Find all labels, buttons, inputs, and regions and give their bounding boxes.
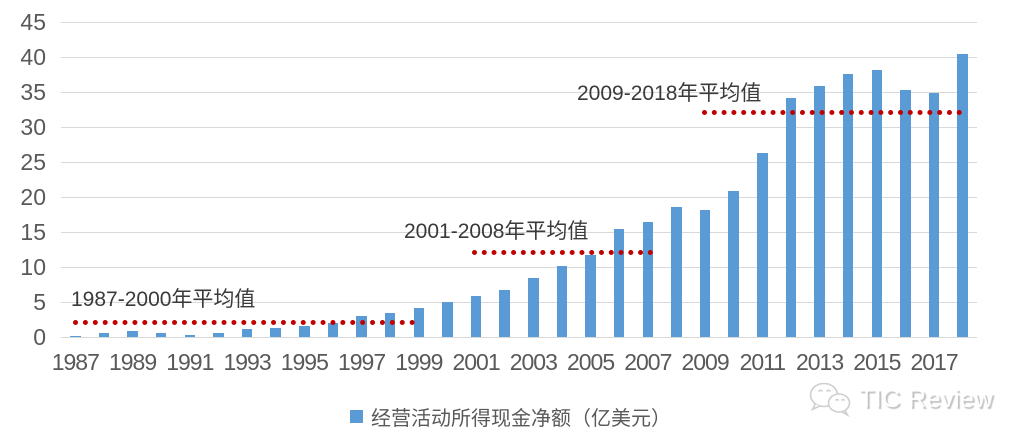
x-axis-tick-label: 2017 [910,349,958,375]
y-gridline [61,127,977,128]
average-line-label: 1987-2000年平均值 [71,288,256,311]
average-dotted-line [72,320,416,325]
bar [728,191,739,337]
wechat-logo-icon [809,382,851,418]
y-gridline [61,92,977,93]
bar [757,152,768,337]
y-axis-tick-label: 0 [33,324,46,350]
legend: 经营活动所得现金净额（亿美元） [0,402,1021,431]
x-axis-tick-label: 2001 [452,349,500,375]
bar [299,325,310,337]
y-axis-tick-label: 15 [20,219,46,245]
y-gridline [61,57,977,58]
x-axis-tick-label: 1991 [166,349,214,375]
y-gridline [61,22,977,23]
bar [928,92,940,337]
y-gridline [61,232,977,233]
bar [671,206,682,337]
x-axis-tick-label: 2009 [681,349,729,375]
x-axis-tick-label: 1989 [108,349,157,375]
bar [842,73,854,337]
bar [384,313,396,337]
bar [470,295,482,337]
bar [327,323,339,337]
y-gridline [61,267,977,268]
y-axis-tick-label: 35 [20,79,46,105]
y-axis-tick-label: 20 [20,184,46,210]
x-axis-tick-label: 2005 [566,349,615,375]
bar [785,97,797,337]
y-axis-tick-label: 25 [20,149,46,175]
y-gridline [61,162,977,163]
bar [413,308,425,337]
average-line-label: 2009-2018年平均值 [577,82,762,105]
bar [642,222,654,337]
legend-label: 经营活动所得现金净额（亿美元） [371,408,671,430]
bar [585,255,596,337]
bar [442,302,453,337]
x-axis-tick-label: 1999 [395,349,443,375]
y-gridline [61,197,977,198]
x-axis-tick-label: 1987 [51,349,100,375]
watermark: TIC Review [807,380,993,418]
bar [699,210,711,337]
average-line-label: 2001-2008年平均值 [404,220,589,243]
y-axis-tick-label: 10 [20,254,46,280]
x-axis-tick-label: 2011 [739,349,786,375]
y-axis-tick-label: 5 [33,289,46,315]
bar [241,328,253,337]
y-gridline [61,337,977,338]
x-axis-tick-label: 1995 [280,349,329,375]
watermark-text: TIC Review [858,384,993,413]
bar [155,332,167,337]
average-dotted-line [472,250,653,255]
legend-swatch [350,410,363,423]
bar [871,69,883,337]
x-axis-tick-label: 1993 [223,349,271,375]
x-axis-tick-label: 2007 [624,349,672,375]
bar [184,334,196,337]
bar [957,54,968,337]
bar [814,85,825,337]
bar [270,327,281,337]
y-axis-tick-label: 40 [20,44,46,70]
x-axis-tick-label: 2015 [853,349,901,375]
x-axis-tick-label: 2013 [795,349,844,375]
y-axis-tick-label: 30 [20,114,46,140]
bar [70,336,81,337]
x-axis-tick-label: 2003 [509,349,558,375]
average-dotted-line [702,110,963,115]
bar [613,229,625,337]
bar [98,332,110,337]
bar [528,278,539,337]
bar [356,316,367,337]
x-axis-tick-label: 1997 [337,349,386,375]
bar [900,89,911,337]
bar [556,265,568,337]
bar [499,290,510,337]
y-axis-tick-label: 45 [20,9,46,35]
bar [127,330,138,337]
bar [213,332,224,337]
y-gridline [61,302,977,303]
